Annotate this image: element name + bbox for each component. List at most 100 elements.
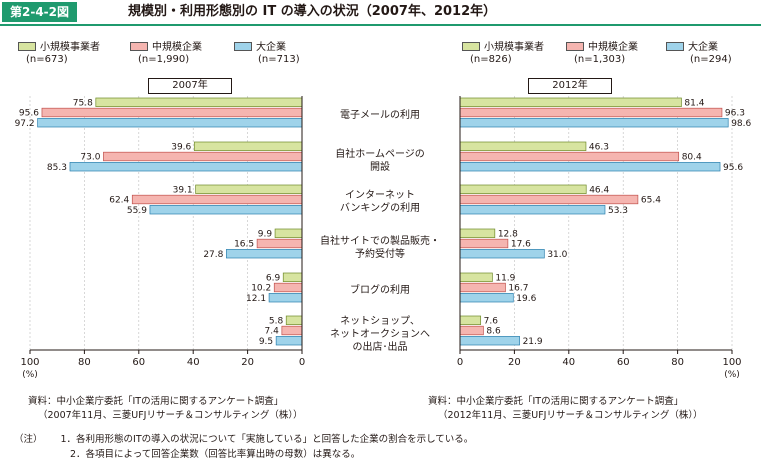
bar-2012-medium-2 <box>459 194 639 205</box>
legend-swatch-medium <box>566 42 584 51</box>
category-label-blog: ブログの利用 <box>350 285 410 296</box>
data-label-2012-small-1: 46.3 <box>589 142 609 152</box>
legend-label: 小規模事業者 <box>40 42 100 53</box>
category-label-banking: インターネット バンキングの利用 <box>339 190 421 214</box>
legend-n: (n=673) <box>26 54 68 65</box>
tick-label-2012: 80 <box>671 357 684 368</box>
legend-label: 中規模企業 <box>588 42 638 53</box>
source-note-2007: 資料：中小企業庁委託「ITの活用に関するアンケート調査」 （2007年11月、三… <box>28 396 303 421</box>
bar-2012-small-4 <box>459 272 493 282</box>
legend-label: 大企業 <box>688 42 718 53</box>
category-label-homepage: 自社ホームページの 開設 <box>335 149 425 173</box>
data-label-2007-large-0: 97.2 <box>15 119 35 129</box>
bar-2007-large-3 <box>226 249 303 259</box>
bar-2007-small-3 <box>274 228 303 238</box>
data-label-2007-small-3: 9.9 <box>258 229 273 239</box>
legend-label: 大企業 <box>256 42 286 53</box>
bar-2007-large-1 <box>69 162 303 172</box>
tick-label-2007: 40 <box>187 357 200 368</box>
data-label-2007-medium-3: 16.5 <box>234 240 254 250</box>
bar-2012-medium-3 <box>459 238 509 249</box>
bar-2012-medium-5 <box>459 325 484 336</box>
unit-label-2012: (%) <box>724 370 740 380</box>
tick-label-2012: 0 <box>457 357 463 368</box>
bar-2012-small-5 <box>459 315 482 325</box>
data-label-2012-small-0: 81.4 <box>684 98 704 108</box>
legend-label: 小規模事業者 <box>484 42 544 53</box>
legend-swatch-small <box>18 42 36 51</box>
legend-swatch-large <box>666 42 684 51</box>
bar-2007-medium-3 <box>256 238 303 249</box>
unit-label-2007: (%) <box>22 370 38 380</box>
data-label-2012-medium-3: 17.6 <box>511 240 531 250</box>
bar-2007-large-4 <box>268 293 303 303</box>
data-label-2012-large-4: 19.6 <box>516 294 536 304</box>
tick-label-2012: 60 <box>617 357 630 368</box>
legend-swatch-small <box>462 42 480 51</box>
bar-2007-small-0 <box>95 97 303 107</box>
category-label-online-sales: 自社サイトでの製品販売・ 予約受付等 <box>320 236 440 260</box>
tick-label-2012: 20 <box>508 357 521 368</box>
data-label-2012-medium-0: 96.3 <box>725 109 745 119</box>
bar-2012-small-1 <box>459 141 587 151</box>
legend-n: (n=713) <box>258 54 300 65</box>
bar-2012-large-4 <box>459 293 514 303</box>
data-label-2012-medium-2: 65.4 <box>641 196 661 206</box>
category-label-net-shop: ネットショップ、 ネットオークションへ の出店･出品 <box>330 316 430 353</box>
legend-2007-small: 小規模事業者 (n=673) <box>18 42 100 66</box>
tick-label-2012: 100 <box>722 357 741 368</box>
legend-2012-medium: 中規模企業 (n=1,303) <box>566 42 638 66</box>
data-label-2012-medium-4: 16.7 <box>508 284 528 294</box>
data-label-2007-small-1: 39.6 <box>171 142 191 152</box>
bar-2012-small-2 <box>459 184 587 194</box>
bar-2007-medium-0 <box>41 107 303 118</box>
data-label-2007-small-4: 6.9 <box>266 273 281 283</box>
data-label-2012-large-3: 31.0 <box>547 250 567 260</box>
legend-2012-small: 小規模事業者 (n=826) <box>462 42 544 66</box>
tick-label-2007: 100 <box>20 357 39 368</box>
data-label-2007-large-4: 12.1 <box>246 294 266 304</box>
figure-number-badge: 第2-4-2図 <box>2 2 78 22</box>
year-label-2007: 2007年 <box>148 78 232 94</box>
figure-title: 規模別・利用形態別の IT の導入の状況（2007年、2012年） <box>128 4 497 19</box>
figure-header: 第2-4-2図 規模別・利用形態別の IT の導入の状況（2007年、2012年… <box>0 0 761 24</box>
data-label-2007-large-5: 9.5 <box>259 337 273 347</box>
tick-label-2012: 40 <box>562 357 575 368</box>
header-divider <box>0 24 761 26</box>
bar-2007-medium-4 <box>273 282 303 293</box>
data-label-2007-large-1: 85.3 <box>47 163 67 173</box>
bar-2007-small-1 <box>193 141 303 151</box>
data-label-2007-medium-2: 62.4 <box>109 196 129 206</box>
tick-label-2007: 20 <box>241 357 254 368</box>
data-label-2007-medium-0: 95.6 <box>19 109 39 119</box>
data-label-2012-small-2: 46.4 <box>589 185 609 195</box>
legend-n: (n=826) <box>470 54 512 65</box>
bar-2007-large-5 <box>275 336 303 346</box>
data-label-2012-small-4: 11.9 <box>495 273 515 283</box>
legend-n: (n=294) <box>690 54 732 65</box>
bar-2007-large-0 <box>37 118 303 128</box>
data-label-2007-small-2: 39.1 <box>173 185 193 195</box>
bar-2012-large-5 <box>459 336 520 346</box>
data-label-2012-large-1: 95.6 <box>723 163 743 173</box>
bar-2012-medium-1 <box>459 151 680 162</box>
bar-2007-small-4 <box>282 272 303 282</box>
bar-2012-large-2 <box>459 205 606 215</box>
data-label-2012-medium-5: 8.6 <box>486 327 501 337</box>
legend-swatch-medium <box>130 42 148 51</box>
data-label-2012-large-0: 98.6 <box>731 119 751 129</box>
data-label-2007-medium-1: 73.0 <box>80 153 100 163</box>
data-label-2012-medium-1: 80.4 <box>682 153 702 163</box>
legend-label: 中規模企業 <box>152 42 202 53</box>
data-label-2012-large-2: 53.3 <box>608 206 628 216</box>
bar-2012-medium-0 <box>459 107 723 118</box>
tick-label-2007: 0 <box>299 357 305 368</box>
data-label-2012-small-5: 7.6 <box>484 316 499 326</box>
bar-2012-small-0 <box>459 97 682 107</box>
bar-2012-small-3 <box>459 228 496 238</box>
bar-2007-small-2 <box>195 184 303 194</box>
category-label-email: 電子メールの利用 <box>340 110 420 121</box>
data-label-2012-small-3: 12.8 <box>498 229 518 239</box>
